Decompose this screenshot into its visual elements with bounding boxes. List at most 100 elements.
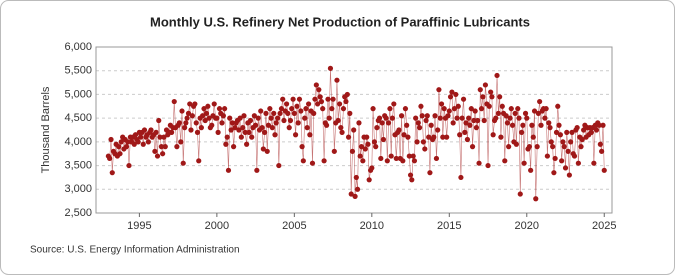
data-point — [601, 167, 607, 173]
data-point — [370, 106, 376, 112]
data-point — [118, 139, 124, 145]
data-point — [414, 139, 420, 145]
data-point — [268, 115, 274, 121]
data-point — [206, 115, 212, 121]
data-point — [259, 125, 265, 131]
data-point — [298, 108, 304, 114]
data-point — [325, 96, 331, 102]
data-point — [497, 94, 503, 100]
data-point — [236, 127, 242, 133]
data-point — [469, 144, 476, 150]
data-point — [529, 122, 535, 128]
data-point — [272, 132, 278, 138]
data-point — [330, 96, 336, 102]
data-point — [531, 108, 538, 114]
data-point — [455, 103, 461, 109]
data-point — [507, 115, 513, 121]
data-point — [183, 120, 189, 126]
data-point — [489, 94, 495, 100]
data-point — [345, 134, 352, 140]
data-point — [560, 139, 566, 145]
data-point — [180, 160, 186, 166]
data-point — [219, 120, 225, 126]
data-point — [162, 144, 168, 150]
data-point — [354, 186, 361, 192]
data-point — [413, 115, 419, 121]
data-point — [285, 110, 291, 116]
data-point — [550, 144, 556, 150]
data-point — [334, 77, 340, 83]
data-point — [357, 153, 363, 159]
data-point — [260, 146, 266, 152]
data-point — [296, 96, 303, 102]
data-point — [411, 158, 418, 164]
data-point — [267, 106, 273, 112]
data-point — [561, 144, 567, 150]
data-point — [123, 144, 130, 150]
data-point — [409, 177, 415, 183]
data-point — [184, 115, 190, 121]
data-point — [263, 110, 269, 116]
data-point — [303, 106, 309, 112]
data-point — [542, 115, 548, 121]
data-point — [472, 108, 478, 114]
data-point — [294, 103, 300, 109]
data-point — [521, 160, 527, 166]
data-point — [338, 125, 344, 131]
data-point — [513, 141, 519, 147]
data-point — [477, 87, 483, 93]
data-point — [201, 106, 207, 112]
data-point — [391, 101, 397, 107]
x-tick-label: 2015 — [437, 220, 461, 232]
data-point — [519, 129, 525, 135]
data-point — [480, 94, 486, 100]
x-tick-label: 1995 — [127, 220, 151, 232]
data-point — [424, 113, 430, 119]
data-point — [188, 127, 194, 133]
data-point — [581, 127, 587, 133]
data-point — [141, 127, 148, 133]
data-point — [116, 144, 122, 150]
data-point — [302, 115, 308, 121]
data-point — [264, 148, 270, 154]
data-point — [278, 106, 285, 112]
data-point — [203, 110, 210, 116]
data-point — [495, 110, 502, 116]
data-point — [148, 127, 154, 133]
data-point — [216, 106, 223, 112]
data-point — [533, 196, 539, 202]
data-point — [579, 136, 585, 143]
data-point — [468, 106, 474, 112]
data-point — [223, 141, 229, 147]
data-point — [107, 155, 113, 162]
data-point — [435, 127, 441, 133]
data-point — [246, 129, 252, 135]
data-point — [269, 125, 275, 131]
data-point — [299, 144, 305, 150]
y-axis-label: Thousand Barrels — [40, 86, 52, 173]
data-point — [482, 82, 489, 88]
data-point — [404, 122, 410, 128]
data-point — [537, 98, 543, 105]
y-tick-label: 4,500 — [64, 112, 92, 124]
data-point — [486, 103, 492, 109]
data-point — [305, 101, 312, 107]
data-point — [152, 148, 158, 154]
x-tick-label: 2005 — [282, 220, 306, 232]
data-point — [125, 139, 131, 145]
data-point — [157, 134, 163, 140]
data-point — [231, 144, 237, 150]
data-point — [131, 141, 137, 147]
data-point — [517, 191, 523, 197]
data-point — [360, 158, 366, 164]
data-point — [415, 120, 421, 126]
data-point — [228, 127, 234, 133]
data-point — [369, 165, 375, 171]
data-point — [522, 110, 529, 116]
data-point — [126, 162, 132, 169]
data-point — [214, 115, 220, 121]
data-point — [254, 167, 260, 173]
data-point — [462, 129, 468, 135]
data-point — [289, 106, 295, 112]
data-point — [547, 125, 553, 131]
